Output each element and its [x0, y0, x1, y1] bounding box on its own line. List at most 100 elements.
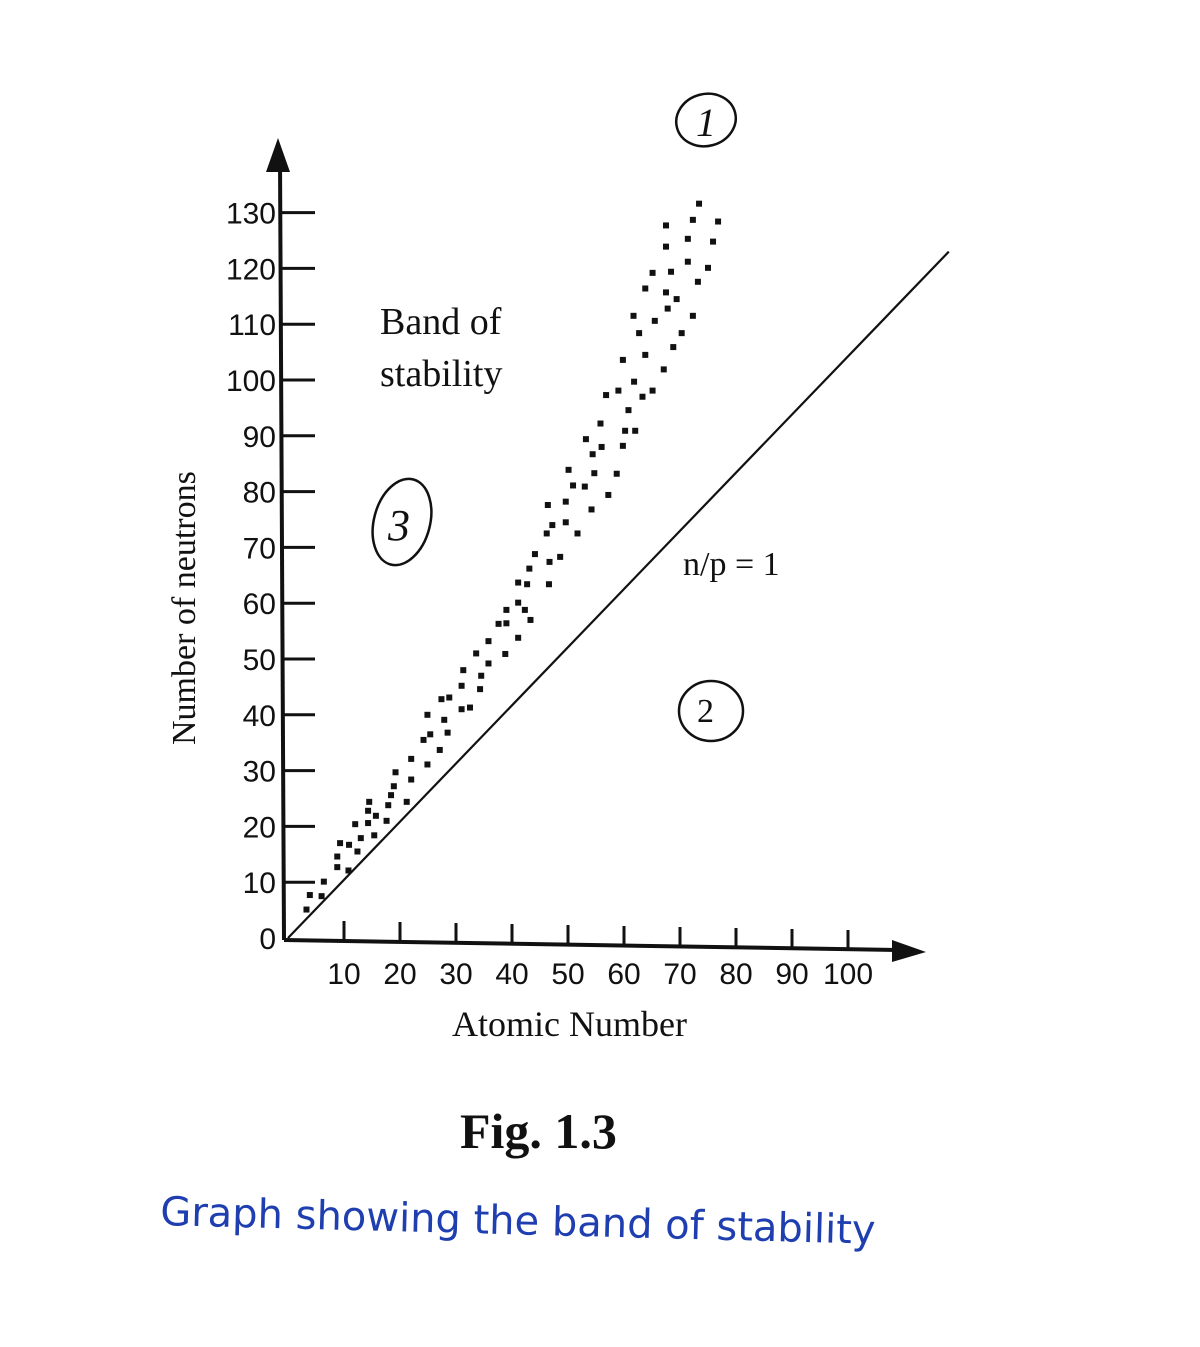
y-tick-label: 0 — [259, 923, 276, 956]
nuclide-point — [631, 378, 638, 385]
nuclide-point — [303, 906, 310, 913]
nuclide-point — [527, 616, 534, 623]
nuclide-point — [495, 620, 502, 627]
nuclide-point — [574, 530, 581, 537]
nuclide-point — [503, 606, 510, 613]
nuclide-point — [663, 289, 669, 296]
nuclide-point — [467, 704, 473, 711]
nuclide-point — [515, 634, 522, 641]
nuclide-point — [388, 792, 395, 799]
nuclide-point — [444, 729, 451, 736]
nuclide-point — [663, 222, 669, 229]
svg-text:2: 2 — [697, 693, 714, 730]
nuclide-point — [715, 218, 722, 225]
nuclide-point — [438, 696, 445, 703]
nuclide-point — [515, 599, 522, 606]
nuclide-point — [420, 736, 427, 743]
nuclide-point — [543, 530, 550, 537]
nuclide-point — [424, 711, 431, 718]
nuclide-point — [689, 312, 696, 319]
nuclide-point — [478, 672, 485, 679]
band-label-line2: stability — [380, 353, 502, 395]
y-tick-label: 60 — [243, 588, 276, 621]
x-tick-label: 70 — [663, 958, 696, 991]
nuclide-point — [320, 878, 327, 885]
nuclide-point — [318, 893, 325, 900]
nuclide-point — [485, 660, 492, 667]
x-tick-label: 20 — [383, 958, 416, 991]
nuclide-point — [619, 356, 626, 363]
nuclide-point — [503, 620, 510, 627]
nuclide-point — [441, 716, 448, 723]
nuclide-point — [526, 565, 533, 572]
nuclide-point — [673, 296, 680, 303]
y-axis-label: Number of neutrons — [166, 471, 203, 745]
nuclide-point — [642, 285, 649, 292]
nuclide-point — [639, 393, 646, 400]
nuclide-point — [660, 366, 667, 373]
x-tick-label: 90 — [775, 958, 808, 991]
nuclide-point — [605, 491, 612, 498]
y-tick-label: 110 — [228, 309, 276, 342]
nuclide-point — [696, 200, 703, 207]
nuclide-point — [545, 581, 552, 588]
nuclide-point — [649, 387, 656, 394]
nuclide-point — [710, 238, 717, 245]
reference-line-np-1 — [287, 250, 950, 939]
figure-title: Fig. 1.3 — [460, 1103, 617, 1159]
y-tick-label: 130 — [226, 198, 276, 231]
y-tick-label: 30 — [243, 756, 276, 789]
y-tick-label: 100 — [226, 365, 276, 398]
nuclide-point — [625, 407, 632, 414]
nuclide-point — [365, 807, 372, 814]
nuclide-point — [544, 501, 551, 508]
nuclide-point — [385, 802, 392, 809]
nuclide-point — [371, 832, 378, 839]
nuclide-point — [306, 892, 313, 899]
nuclide-point — [663, 243, 669, 250]
y-tick-label: 90 — [243, 421, 276, 454]
svg-text:1: 1 — [696, 100, 716, 145]
nuclide-point — [436, 746, 443, 753]
x-tick-label: 50 — [551, 958, 584, 991]
nuclide-point — [622, 427, 629, 434]
nuclide-point — [581, 483, 588, 490]
nuclide-point — [524, 581, 531, 588]
nuclide-point — [689, 216, 696, 223]
nuclide-point — [427, 731, 434, 738]
nuclide-point — [630, 312, 637, 319]
nuclide-point — [684, 235, 691, 242]
nuclide-point — [598, 443, 605, 450]
nuclide-point — [365, 820, 372, 827]
nuclide-point — [408, 776, 415, 783]
region-3-marker: 3 — [371, 477, 433, 567]
nuclide-point — [515, 579, 522, 586]
nuclide-point — [668, 268, 675, 275]
nuclide-point — [346, 841, 353, 848]
nuclide-point — [636, 330, 643, 337]
nuclide-point — [565, 466, 572, 473]
x-axis-arrow-icon — [892, 940, 926, 962]
nuclide-point — [408, 755, 415, 762]
y-axis-arrow-icon — [266, 138, 290, 172]
svg-text:3: 3 — [387, 501, 410, 550]
y-tick-label: 40 — [243, 700, 276, 733]
nuclide-point — [705, 264, 711, 271]
nuclide-point — [670, 344, 677, 351]
nuclide-point — [684, 258, 691, 265]
nuclide-point — [615, 387, 622, 394]
nuclide-point — [597, 420, 604, 427]
nuclide-point — [392, 769, 399, 776]
nuclide-point — [354, 848, 361, 855]
nuclide-point — [337, 840, 344, 847]
nuclide-point — [403, 798, 410, 805]
nuclide-point — [588, 506, 595, 513]
nuclide-point — [613, 470, 620, 477]
band-label-line1: Band of — [380, 301, 502, 343]
y-tick-label: 50 — [243, 644, 276, 677]
nuclide-point — [352, 821, 359, 828]
nuclide-point — [619, 442, 626, 449]
nuclide-point — [521, 606, 528, 613]
x-tick-label: 100 — [823, 958, 873, 991]
